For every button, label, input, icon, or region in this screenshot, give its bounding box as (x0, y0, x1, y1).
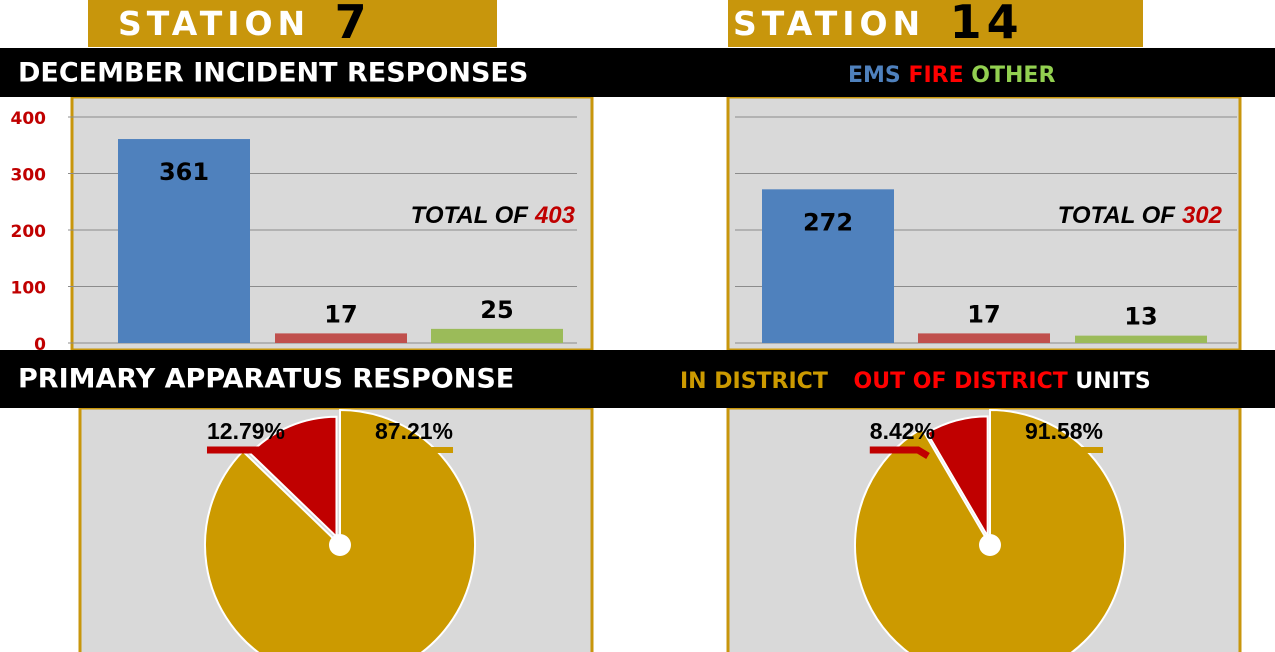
y-tick-label: 100 (11, 279, 47, 299)
banner (0, 48, 1275, 97)
data-label: 13 (1124, 303, 1157, 331)
banner-title: DECEMBER INCIDENT RESPONSES (18, 58, 528, 89)
total-value: 403 (534, 202, 576, 229)
legend-entry: UNITS (1075, 369, 1150, 394)
bar (762, 189, 894, 343)
data-label: 361 (159, 158, 209, 186)
total-annotation: TOTAL OF 302 (1058, 202, 1223, 229)
bar (118, 139, 250, 343)
y-tick-label: 0 (34, 335, 46, 355)
station-number: 7 (335, 0, 372, 49)
data-label: 8.42% (870, 418, 935, 444)
data-label: 17 (324, 300, 357, 328)
data-label: 91.58% (1025, 418, 1103, 444)
banner-legend: EMS FIRE OTHER (848, 63, 1055, 88)
station-tab (88, 0, 497, 47)
data-label: 17 (967, 300, 1000, 328)
pie-slice (925, 415, 989, 541)
station-label: STATION 7 (118, 0, 372, 49)
total-label: TOTAL OF (411, 202, 530, 229)
data-label: 272 (803, 208, 853, 236)
legend-entry: OTHER (971, 63, 1055, 88)
legend-entry: OUT OF DISTRICT (854, 369, 1068, 394)
banner-legend: IN DISTRICT OUT OF DISTRICT UNITS (680, 369, 1151, 394)
pie-hole (329, 534, 351, 556)
leader-line (342, 447, 454, 455)
total-annotation: TOTAL OF 403 (411, 202, 576, 229)
station-word: STATION (118, 4, 310, 43)
leader-line (992, 447, 1104, 455)
bar (275, 333, 407, 343)
banner-title: PRIMARY APPARATUS RESPONSE (18, 364, 514, 395)
bar (1075, 335, 1207, 343)
leader-line (869, 446, 930, 460)
station-word: STATION (733, 4, 925, 43)
bar (431, 328, 563, 343)
station-tab (728, 0, 1143, 47)
axis-area (0, 97, 70, 350)
legend-entry: EMS (848, 63, 901, 88)
legend-entry: FIRE (908, 63, 963, 88)
pie-slice (854, 408, 1126, 652)
leader-line (206, 446, 280, 460)
data-label: 25 (480, 296, 513, 324)
station-label: STATION 14 (733, 0, 1024, 49)
banner (0, 350, 1275, 408)
y-tick-label: 200 (11, 222, 47, 242)
station-number: 14 (950, 0, 1024, 49)
bar (918, 333, 1050, 343)
total-label: TOTAL OF (1058, 202, 1177, 229)
y-tick-label: 400 (11, 109, 47, 129)
pie-hole (979, 534, 1001, 556)
y-tick-label: 300 (11, 166, 47, 186)
total-value: 302 (1182, 202, 1223, 229)
legend-entry: IN DISTRICT (680, 369, 828, 394)
data-label: 12.79% (207, 418, 285, 444)
data-label: 87.21% (375, 418, 453, 444)
